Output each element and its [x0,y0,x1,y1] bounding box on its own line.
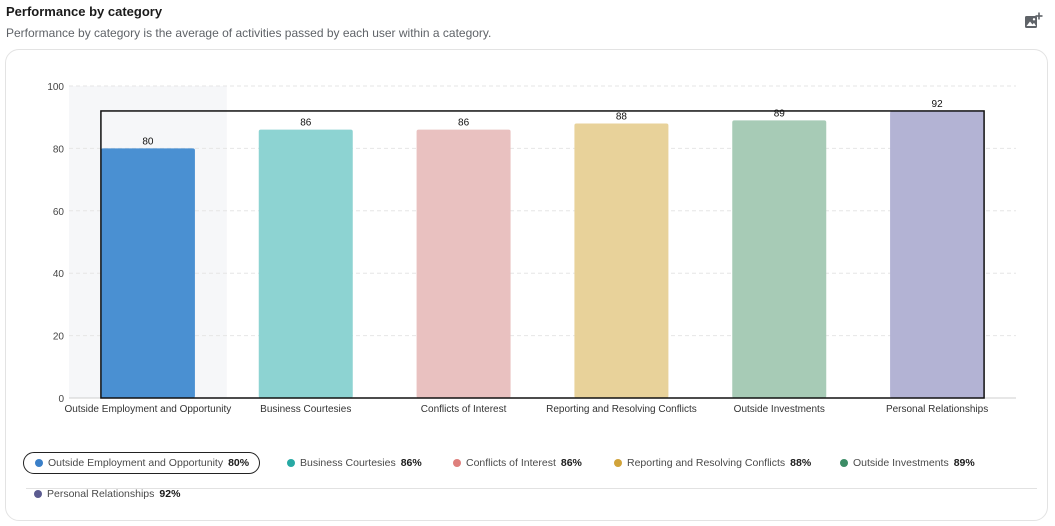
legend-dot-icon [614,459,622,467]
x-tick-label: Outside Employment and Opportunity [65,404,232,415]
legend-percent: 86% [560,457,582,469]
legend-percent: 89% [953,457,975,469]
legend-label: Outside Employment and Opportunity [48,457,224,469]
bar[interactable] [890,110,985,399]
x-tick-label: Reporting and Resolving Conflicts [546,404,697,415]
data-label: 88 [616,111,628,122]
page-title: Performance by category [6,4,163,19]
bar[interactable] [732,120,827,398]
y-tick-label: 80 [53,144,65,155]
legend-label: Business Courtesies [300,457,396,469]
data-label: 86 [300,118,312,129]
x-tick-label: Conflicts of Interest [421,404,507,415]
page-subtitle: Performance by category is the average o… [6,26,492,40]
legend-dot-icon [35,459,43,467]
legend-dot-icon [453,459,461,467]
y-tick-label: 100 [47,82,64,93]
legend-dot-icon [34,490,42,498]
data-label: 92 [932,99,944,110]
legend-label: Personal Relationships [47,488,155,500]
legend-label: Conflicts of Interest [466,457,556,469]
legend-item[interactable]: Outside Employment and Opportunity 80% [23,452,261,474]
add-image-icon[interactable] [1023,11,1043,31]
legend-percent: 88% [790,457,812,469]
x-tick-label: Business Courtesies [260,404,351,415]
legend-item[interactable]: Outside Investments 89% [829,452,985,474]
y-tick-label: 20 [53,332,65,343]
legend-percent: 80% [228,457,250,469]
data-label: 89 [774,108,786,119]
chart-card: 0 20 40 60 80 100 80 Outside Employment and Opp… [5,49,1048,521]
bar-chart: 0 20 40 60 80 100 80 Outside Employment and Opp… [47,82,1016,415]
bar[interactable] [258,129,353,398]
y-tick-label: 40 [53,269,65,280]
legend-item[interactable]: Business Courtesies 86% [276,452,432,474]
y-tick-label: 0 [58,394,64,405]
legend-item[interactable]: Personal Relationships 92% [23,483,190,505]
legend-dot-icon [840,459,848,467]
legend-item[interactable]: Conflicts of Interest 86% [442,452,592,474]
x-tick-label: Outside Investments [734,404,825,415]
data-label: 86 [458,118,470,129]
legend-percent: 86% [400,457,422,469]
data-label: 80 [142,136,154,147]
selection-outline [100,110,985,399]
legend-item[interactable]: Reporting and Resolving Conflicts 88% [603,452,821,474]
y-tick-label: 60 [53,207,65,218]
legend-divider [26,488,1037,489]
bar[interactable] [574,123,669,398]
legend-dot-icon [287,459,295,467]
legend-percent: 92% [159,488,181,500]
bar[interactable] [100,148,195,398]
bar[interactable] [416,129,511,398]
legend-label: Reporting and Resolving Conflicts [627,457,786,469]
legend-label: Outside Investments [853,457,949,469]
x-tick-label: Personal Relationships [886,404,988,415]
